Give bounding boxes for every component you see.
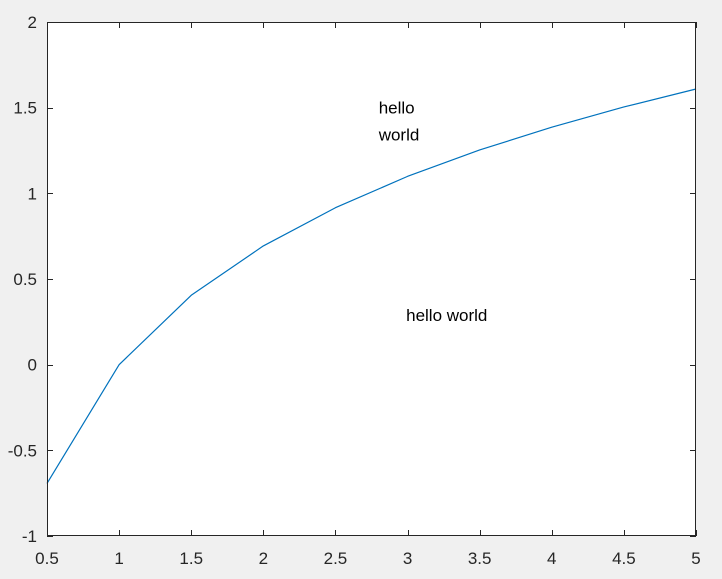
- x-tick-label: 0.5: [35, 549, 59, 568]
- y-tick-label: 0.5: [13, 270, 37, 289]
- annotation-text-0: hello world: [378, 99, 420, 145]
- y-tick-label: -0.5: [8, 441, 37, 460]
- annotation-text-1: hello world: [406, 306, 487, 325]
- y-tick-label: 1.5: [13, 99, 37, 118]
- series-layer: [46, 88, 697, 484]
- ticks-layer: [47, 22, 697, 537]
- series-line-0: [46, 88, 697, 484]
- y-tick-label: 0: [28, 356, 37, 375]
- annotation-line: hello world: [406, 306, 487, 325]
- x-tick-label: 3: [403, 549, 412, 568]
- x-tick-label: 3.5: [468, 549, 492, 568]
- x-tick-label: 4.5: [612, 549, 636, 568]
- x-tick-label: 1.5: [179, 549, 203, 568]
- annotation-line: world: [378, 126, 420, 145]
- y-tick-label: -1: [22, 527, 37, 546]
- y-tick-label: 2: [28, 13, 37, 32]
- x-tick-label: 2.5: [324, 549, 348, 568]
- y-tick-label: 1: [28, 184, 37, 203]
- x-tick-label: 5: [691, 549, 700, 568]
- labels-layer: 0.5 1 1.5 2 2.5 3 3.5 4 4.5 5 -1 -0.5 0 0.5 1 1.5 2: [8, 13, 701, 568]
- x-tick-label: 4: [547, 549, 556, 568]
- annotation-line: hello: [379, 99, 415, 118]
- axes-background: [47, 22, 696, 536]
- x-tick-label: 1: [114, 549, 123, 568]
- x-tick-label: 2: [259, 549, 268, 568]
